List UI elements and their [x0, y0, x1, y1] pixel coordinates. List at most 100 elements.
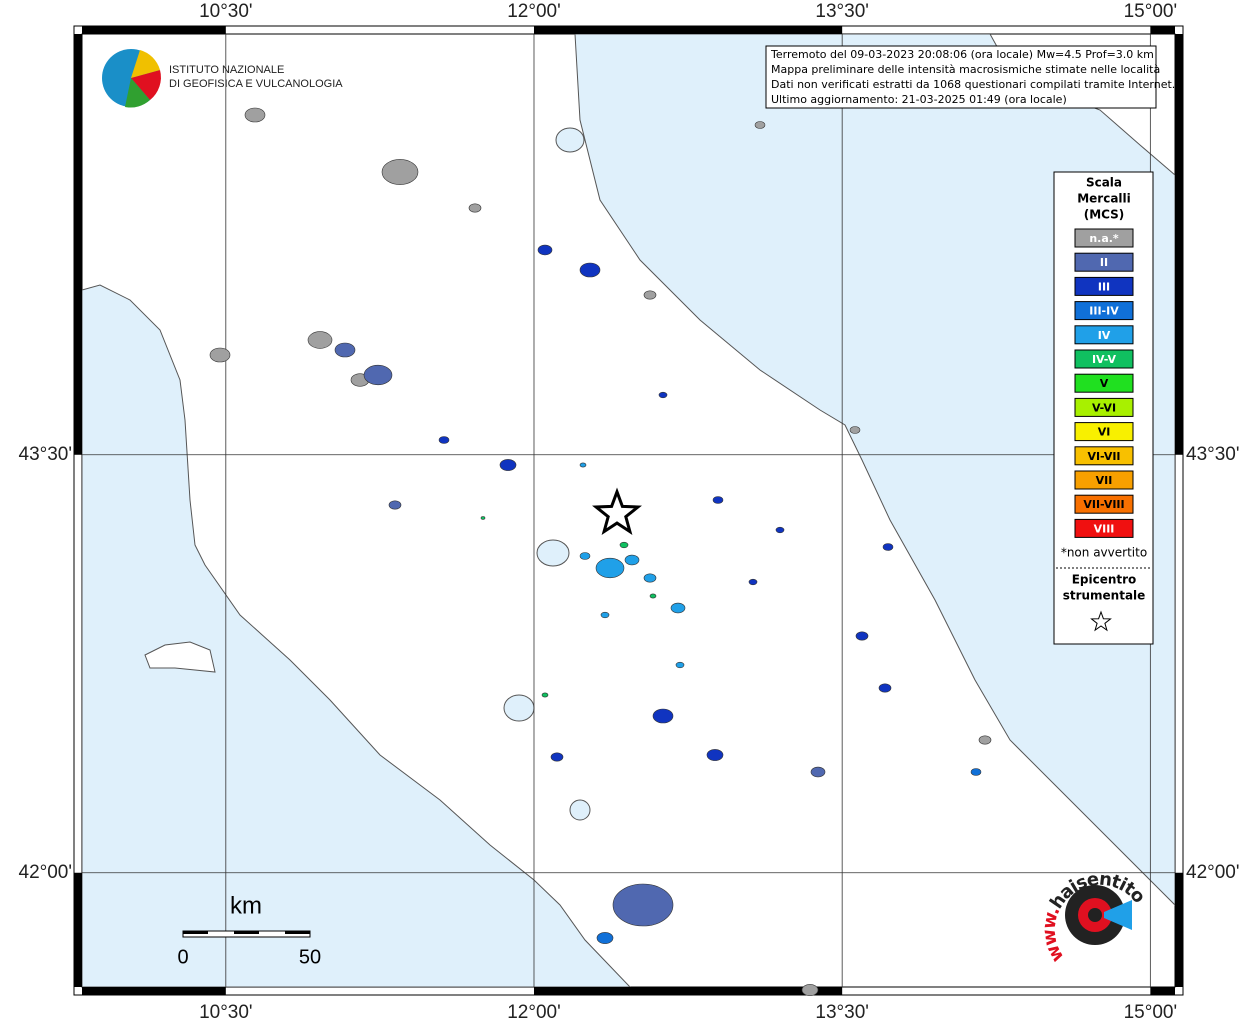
- site-logo-horn: [1104, 900, 1132, 930]
- legend-epicenter: Epicentro: [1072, 573, 1137, 587]
- legend-swatch: [1074, 228, 1134, 248]
- locality: [307, 331, 333, 349]
- legend-swatch: [1074, 446, 1134, 466]
- info-line: Mappa preliminare delle intensità macros…: [771, 63, 1160, 76]
- lake-trasimeno: [536, 539, 570, 567]
- scale-end: 50: [299, 946, 321, 968]
- legend-swatch: [1074, 301, 1134, 321]
- elba-island: [144, 641, 216, 673]
- info-line: Terremoto del 09-03-2023 20:08:06 (ora l…: [770, 48, 1154, 61]
- locality: [480, 516, 486, 520]
- legend-swatch: [1074, 325, 1134, 345]
- locality: [978, 735, 992, 745]
- lake-bolsena: [503, 694, 535, 722]
- localities: [209, 107, 992, 996]
- x-tick-label: 10°30': [199, 1, 253, 22]
- locality: [970, 768, 982, 776]
- frame-band: [533, 26, 843, 34]
- ingv-logo: ISTITUTO NAZIONALE DI GEOFISICA E VULCAN…: [102, 49, 343, 108]
- locality: [706, 749, 724, 761]
- locality: [541, 692, 549, 698]
- y-tick-label: 42°00': [19, 862, 73, 883]
- tick-labels: 10°30' 10°30' 12°00' 12°00' 13°30' 13°30' 15°0…: [19, 1, 1240, 1023]
- x-tick-label: 10°30': [199, 1002, 253, 1023]
- logo-text: DI GEOFISICA E VULCANOLOGIA: [169, 78, 343, 90]
- locality: [244, 107, 266, 123]
- x-tick-label: 12°00': [507, 1, 561, 22]
- legend-title: Mercalli: [1077, 192, 1131, 206]
- legend-swatch: [1074, 397, 1134, 417]
- legend-label: IV: [1098, 329, 1111, 342]
- x-tick-label: 13°30': [815, 1002, 869, 1023]
- legend-label: VIII: [1094, 522, 1115, 535]
- logo-text: ISTITUTO NAZIONALE: [169, 64, 284, 76]
- locality: [363, 364, 393, 386]
- frame-band: [74, 34, 82, 455]
- locality: [643, 573, 657, 583]
- scale-bar: km 0 50: [177, 892, 321, 968]
- legend-swatch: [1074, 373, 1134, 393]
- locality: [619, 541, 629, 549]
- locality: [624, 554, 640, 566]
- frame-band: [82, 987, 226, 995]
- legend-swatch: [1074, 252, 1134, 272]
- legend-title: (MCS): [1084, 208, 1125, 222]
- basemap: [82, 34, 1175, 987]
- y-tick-label: 42°00': [1186, 862, 1240, 883]
- locality: [499, 459, 517, 471]
- locality: [596, 932, 614, 944]
- legend-label: V-VI: [1092, 401, 1116, 414]
- legend-label: IV-V: [1092, 353, 1117, 366]
- info-box-frame: [765, 45, 1157, 109]
- locality: [579, 262, 601, 278]
- frame-band: [74, 872, 82, 987]
- x-tick-label: 13°30': [815, 1, 869, 22]
- locality: [381, 159, 419, 185]
- legend-label: VII: [1096, 474, 1113, 487]
- logo-segment: [131, 50, 160, 78]
- frame-band: [1150, 987, 1175, 995]
- frame-band: [82, 26, 226, 34]
- locality: [658, 391, 668, 399]
- locality: [878, 683, 892, 693]
- legend-swatch: [1074, 470, 1134, 490]
- locality: [537, 244, 553, 256]
- locality: [209, 347, 231, 363]
- scale-segment: [234, 931, 259, 934]
- legend-swatch: [1074, 494, 1134, 514]
- locality: [675, 661, 685, 669]
- locality: [754, 121, 766, 129]
- locality: [849, 426, 861, 434]
- x-tick-label: 15°00': [1124, 1002, 1178, 1023]
- locality: [550, 752, 564, 762]
- lake-bracciano: [569, 799, 591, 821]
- legend-note: *non avvertito: [1061, 546, 1147, 560]
- locality: [600, 611, 610, 619]
- locality: [388, 500, 402, 510]
- locality: [712, 496, 724, 504]
- legend-epicenter: strumentale: [1063, 589, 1146, 603]
- legend-label: II: [1100, 256, 1108, 269]
- frame-band: [1150, 26, 1175, 34]
- locality: [652, 708, 674, 724]
- lagoon: [555, 127, 585, 153]
- legend-title: Scala: [1086, 176, 1122, 190]
- locality: [670, 602, 686, 614]
- info-line: Dati non verificati estratti da 1068 que…: [771, 78, 1175, 91]
- frame-band: [533, 987, 843, 995]
- legend-swatch: [1074, 518, 1134, 538]
- x-tick-label: 12°00': [507, 1002, 561, 1023]
- scale-start: 0: [177, 946, 188, 968]
- scale-segment: [285, 931, 310, 934]
- legend-label: VII-VIII: [1083, 498, 1124, 511]
- legend-label: VI: [1098, 426, 1111, 439]
- info-box: Terremoto del 09-03-2023 20:08:06 (ora l…: [765, 45, 1175, 109]
- locality: [438, 436, 450, 444]
- locality: [649, 593, 657, 599]
- frame-band: [1175, 872, 1183, 987]
- legend-star: [1090, 610, 1112, 632]
- legend-swatch: [1074, 276, 1134, 296]
- scale-segment: [183, 931, 208, 934]
- locality: [595, 557, 625, 579]
